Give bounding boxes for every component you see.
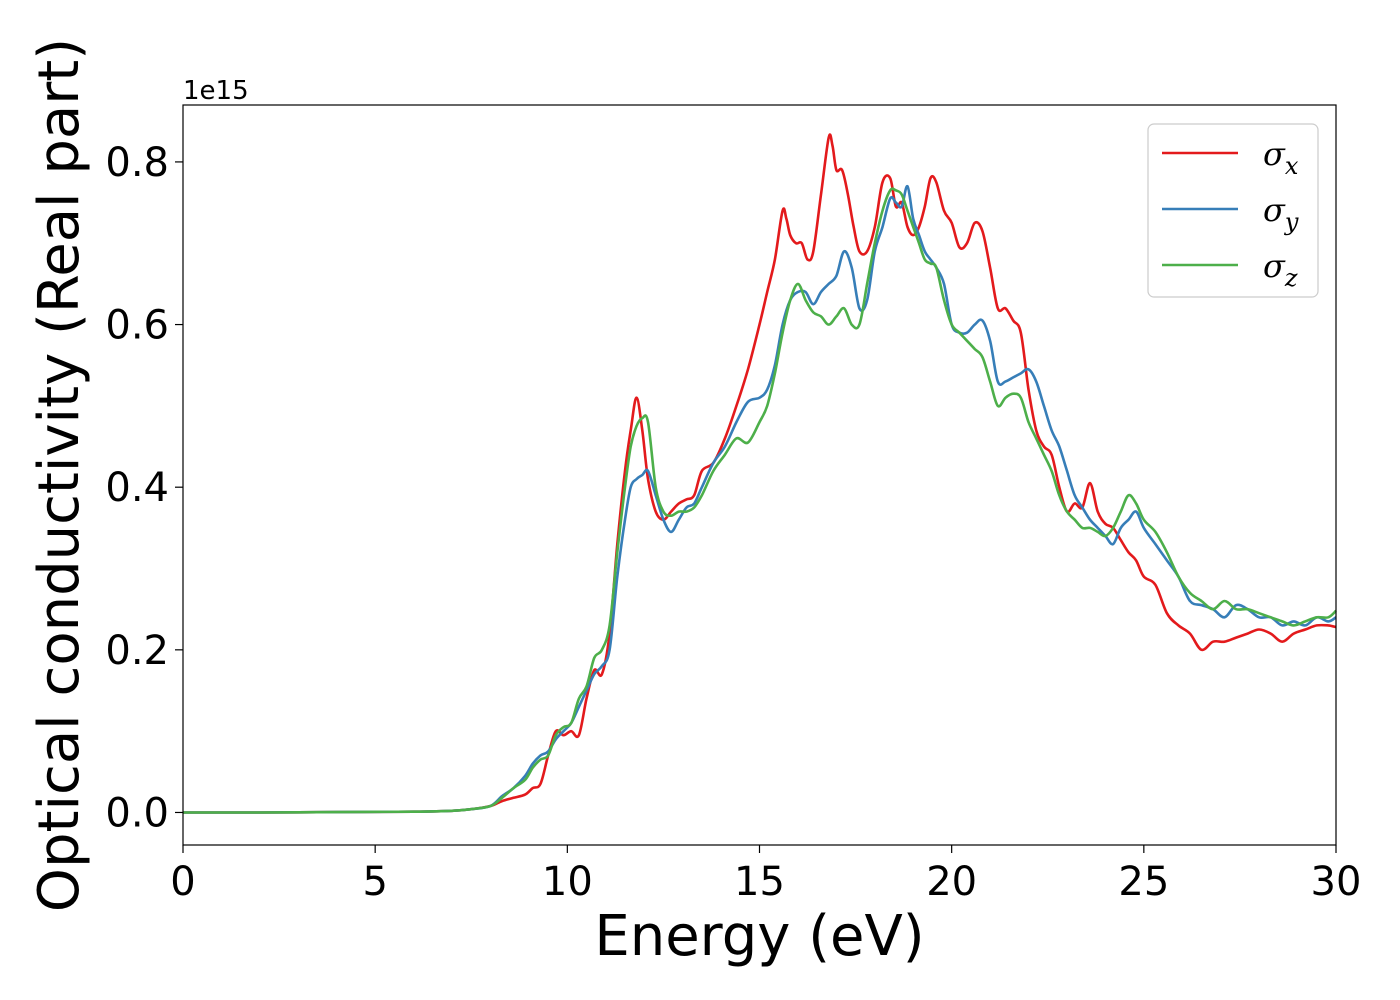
y-tick-label: 0.4 bbox=[105, 465, 169, 511]
legend-label-z: σz bbox=[1263, 247, 1298, 292]
y-tick-label: 0.2 bbox=[105, 628, 169, 674]
x-tick-label: 20 bbox=[926, 859, 977, 905]
x-tick-label: 30 bbox=[1311, 859, 1362, 905]
y-axis-title: Optical conductivity (Real part) bbox=[27, 38, 92, 912]
y-offset-label: 1e15 bbox=[183, 76, 249, 106]
lines-layer bbox=[183, 133, 1337, 814]
series-line-x bbox=[183, 133, 1337, 814]
x-tick-label: 5 bbox=[362, 859, 387, 905]
x-tick-label: 25 bbox=[1118, 859, 1169, 905]
x-tick-label: 15 bbox=[734, 859, 785, 905]
x-ticks: 0 5 10 15 20 25 30 bbox=[170, 845, 1361, 905]
series-line-y bbox=[183, 184, 1337, 814]
y-ticks: 0.0 0.2 0.4 0.6 0.8 bbox=[105, 140, 183, 836]
series-line-z bbox=[183, 187, 1337, 814]
x-tick-label: 10 bbox=[542, 859, 593, 905]
x-tick-label: 0 bbox=[170, 859, 195, 905]
y-tick-label: 0.0 bbox=[105, 790, 169, 836]
plot-area bbox=[183, 105, 1336, 845]
legend-box bbox=[1147, 123, 1319, 298]
x-axis-title: Energy (eV) bbox=[594, 904, 924, 969]
y-tick-label: 0.6 bbox=[105, 303, 169, 349]
y-tick-label: 0.8 bbox=[105, 140, 169, 186]
